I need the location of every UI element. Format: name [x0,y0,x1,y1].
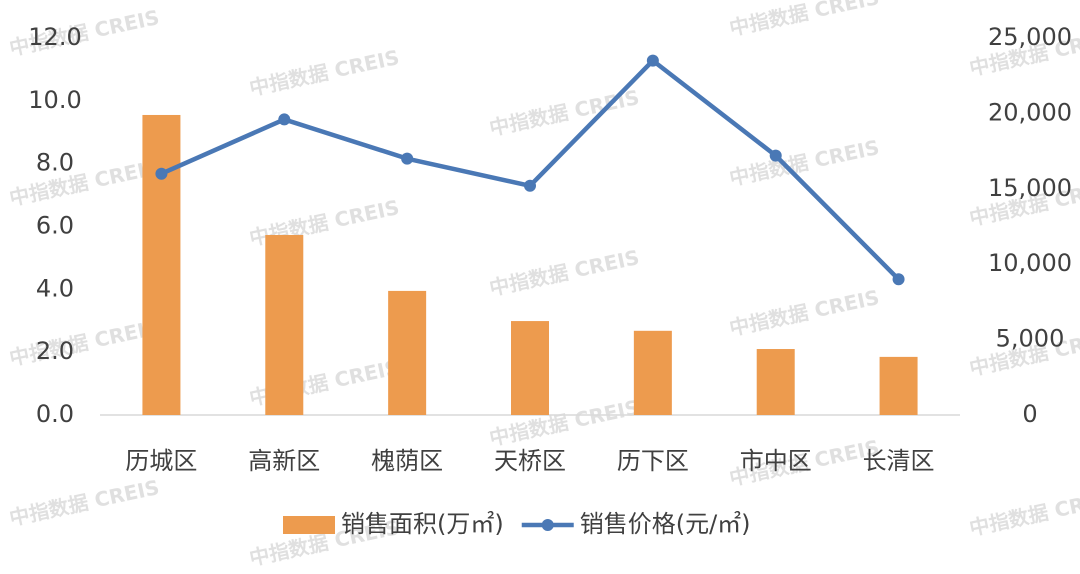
line-marker [646,54,659,67]
line-marker [524,179,536,192]
legend-item: 销售面积(万㎡) [283,510,504,538]
y2-tick-label: 10,000 [988,249,1072,277]
y-tick-label: 6.0 [36,212,74,240]
y2-tick-label: 5,000 [996,325,1065,353]
watermark: 中指数据 CREIS [487,395,641,450]
x-tick-label: 历下区 [617,447,689,475]
bar [142,114,181,416]
watermark: 中指数据 CREIS [967,485,1080,540]
x-tick-label: 天桥区 [494,447,566,475]
y2-tick-label: 25,000 [988,23,1072,51]
legend-item: 销售价格(元/㎡) [521,510,751,538]
y-tick-label: 4.0 [36,274,74,302]
watermark: 中指数据 CREIS [727,0,881,40]
line-marker [401,152,414,165]
y-tick-label: 0.0 [36,400,74,428]
y-tick-label: 8.0 [36,149,74,177]
watermark: 中指数据 CREIS [7,475,161,530]
line-marker [892,273,905,286]
bar [879,356,918,415]
bar [511,321,549,415]
bar [633,330,672,415]
watermark: 中指数据 CREIS [7,315,161,370]
line-marker [278,113,291,126]
watermark: 中指数据 CREIS [487,245,641,300]
y-tick-label: 2.0 [36,337,74,365]
y-tick-label: 10.0 [28,86,81,114]
legend-label: 销售价格(元/㎡) [580,510,751,538]
y-tick-label: 12.0 [28,23,81,51]
watermark: 中指数据 CREIS [247,45,401,100]
line-marker [769,149,782,162]
x-tick-label: 槐荫区 [371,447,443,475]
watermark: 中指数据 CREIS [727,285,881,340]
legend-swatch [283,516,335,534]
y2-tick-label: 20,000 [988,98,1072,126]
legend-marker [541,519,554,531]
y2-tick-label: 15,000 [988,174,1072,202]
bar [388,290,427,415]
x-tick-label: 高新区 [248,447,320,475]
watermark: 中指数据 CREIS [7,155,161,210]
legend-label: 销售面积(万㎡) [341,510,504,538]
x-tick-label: 长清区 [863,447,935,475]
bar [756,349,795,415]
y2-tick-label: 0 [1022,400,1037,428]
bar [265,234,304,415]
line-marker [155,167,168,180]
x-tick-label: 市中区 [740,447,812,475]
x-tick-label: 历城区 [125,447,197,475]
